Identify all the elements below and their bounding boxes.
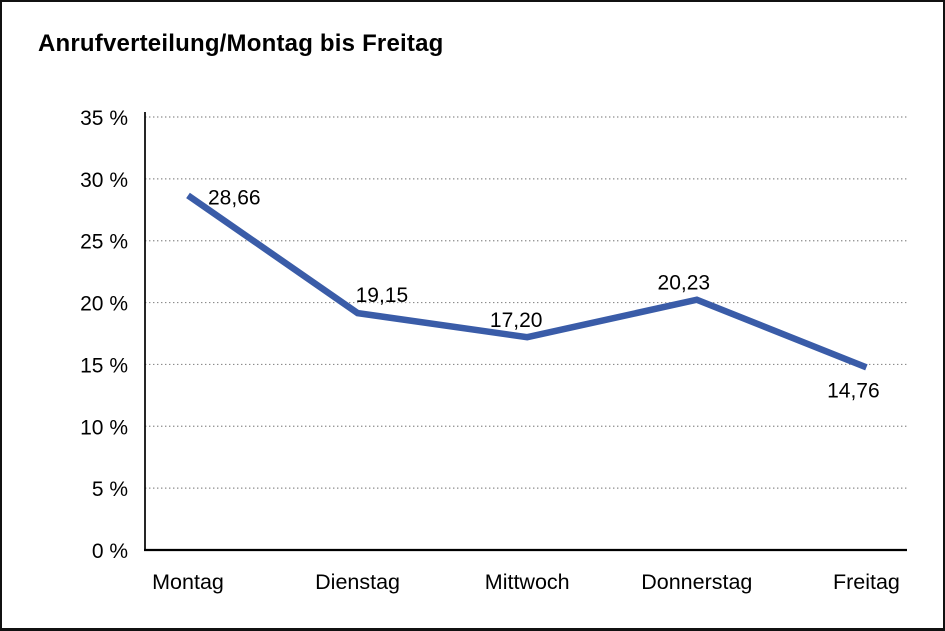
data-point-label: 20,23 (658, 272, 711, 295)
data-point-label: 17,20 (490, 309, 543, 332)
x-category-label: Mittwoch (485, 570, 570, 594)
y-tick-label: 25 % (80, 231, 128, 254)
y-tick-label: 10 % (80, 416, 128, 439)
y-tick-label: 0 % (92, 540, 128, 563)
chart-title: Anrufverteilung/Montag bis Freitag (38, 30, 444, 57)
data-point-label: 28,66 (208, 186, 261, 209)
x-category-label: Montag (152, 570, 224, 594)
x-category-label: Dienstag (315, 570, 400, 594)
x-category-label: Freitag (833, 570, 900, 594)
data-point-label: 14,76 (827, 379, 880, 402)
y-tick-label: 20 % (80, 293, 128, 316)
y-tick-label: 35 % (80, 107, 128, 130)
y-tick-label: 30 % (80, 169, 128, 192)
data-point-label: 19,15 (356, 284, 409, 307)
y-tick-label: 5 % (92, 478, 128, 501)
x-category-label: Donnerstag (641, 570, 752, 594)
series-line (186, 192, 868, 371)
y-tick-label: 15 % (80, 354, 128, 377)
